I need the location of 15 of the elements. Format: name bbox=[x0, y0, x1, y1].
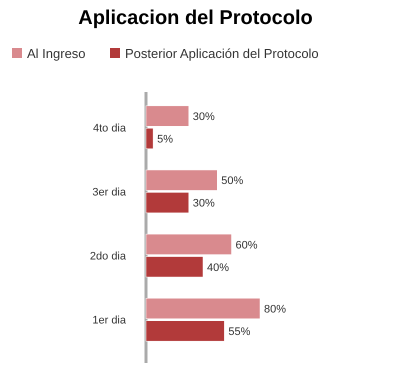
data-label: 55% bbox=[228, 326, 251, 338]
data-label: 80% bbox=[264, 303, 286, 316]
y-tick-label: 2do dia bbox=[90, 250, 127, 263]
y-tick-label: 4to dia bbox=[92, 122, 127, 134]
data-label: 40% bbox=[207, 262, 230, 274]
data-label: 5% bbox=[157, 134, 174, 146]
data-label: 30% bbox=[192, 111, 215, 124]
chart-title: Aplicacion del Protocolo bbox=[78, 7, 313, 29]
legend-label: Al Ingreso bbox=[27, 46, 86, 61]
y-tick-label: 1er dia bbox=[92, 314, 127, 327]
data-label: 50% bbox=[221, 175, 244, 188]
data-label: 60% bbox=[236, 239, 258, 252]
y-tick-label: 3er dia bbox=[92, 186, 127, 198]
data-label: 30% bbox=[192, 198, 215, 210]
legend-label: Posterior Aplicación del Protocolo bbox=[125, 46, 319, 61]
